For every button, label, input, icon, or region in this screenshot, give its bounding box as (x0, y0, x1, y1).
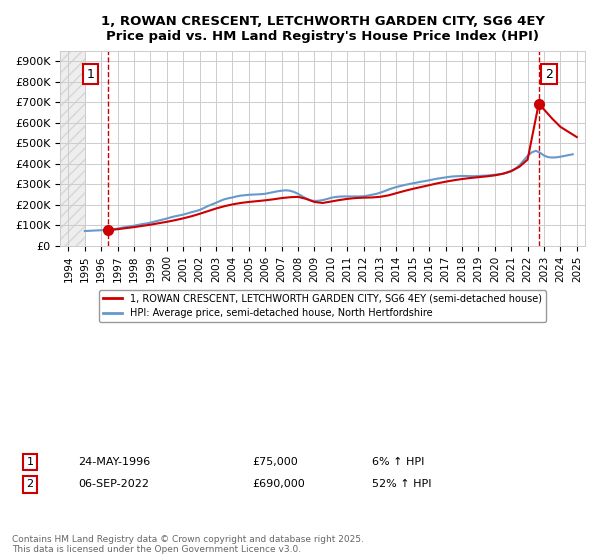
Text: 6% ↑ HPI: 6% ↑ HPI (372, 457, 424, 467)
Legend: 1, ROWAN CRESCENT, LETCHWORTH GARDEN CITY, SG6 4EY (semi-detached house), HPI: A: 1, ROWAN CRESCENT, LETCHWORTH GARDEN CIT… (99, 290, 546, 323)
Text: 52% ↑ HPI: 52% ↑ HPI (372, 479, 431, 489)
Text: 06-SEP-2022: 06-SEP-2022 (78, 479, 149, 489)
Text: £690,000: £690,000 (252, 479, 305, 489)
Text: 24-MAY-1996: 24-MAY-1996 (78, 457, 150, 467)
Text: £75,000: £75,000 (252, 457, 298, 467)
Title: 1, ROWAN CRESCENT, LETCHWORTH GARDEN CITY, SG6 4EY
Price paid vs. HM Land Regist: 1, ROWAN CRESCENT, LETCHWORTH GARDEN CIT… (101, 15, 545, 43)
Text: 2: 2 (545, 68, 553, 81)
Text: 1: 1 (86, 68, 94, 81)
Bar (60, 51, 85, 245)
Text: Contains HM Land Registry data © Crown copyright and database right 2025.
This d: Contains HM Land Registry data © Crown c… (12, 535, 364, 554)
Text: 2: 2 (26, 479, 34, 489)
Text: 1: 1 (26, 457, 34, 467)
